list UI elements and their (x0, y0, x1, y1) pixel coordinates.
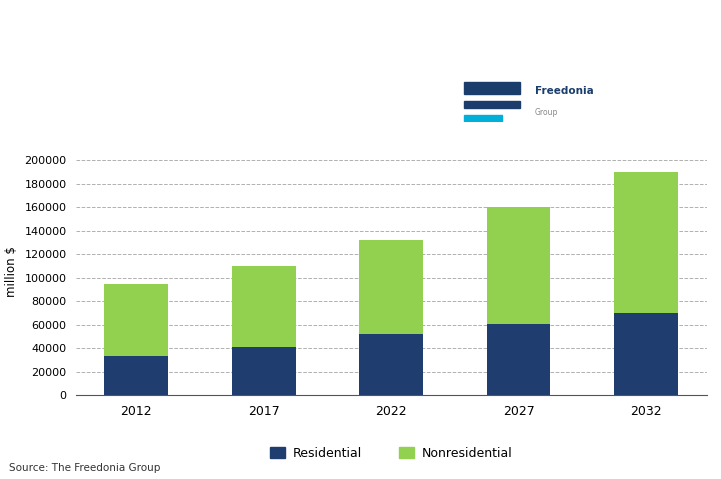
Y-axis label: million $: million $ (4, 246, 17, 297)
Bar (614, 172, 678, 313)
Text: Figure 3-7.
Global HVAC Equipment Demand by Market,
2012, 2017, 2022, 2027, & 20: Figure 3-7. Global HVAC Equipment Demand… (9, 7, 313, 76)
Text: Freedonia: Freedonia (535, 86, 593, 96)
Bar (359, 240, 423, 334)
Legend: Residential, Nonresidential: Residential, Nonresidential (265, 442, 518, 465)
Text: Group: Group (535, 108, 558, 117)
FancyBboxPatch shape (464, 115, 502, 122)
Bar (359, 334, 423, 395)
Bar (614, 313, 678, 395)
Bar (487, 207, 550, 323)
Text: Source: The Freedonia Group: Source: The Freedonia Group (9, 463, 161, 473)
Bar (105, 356, 168, 395)
Bar (105, 284, 168, 356)
FancyBboxPatch shape (464, 101, 520, 108)
Bar (487, 323, 550, 395)
Bar (232, 347, 296, 395)
FancyBboxPatch shape (464, 82, 520, 94)
Bar (232, 266, 296, 347)
